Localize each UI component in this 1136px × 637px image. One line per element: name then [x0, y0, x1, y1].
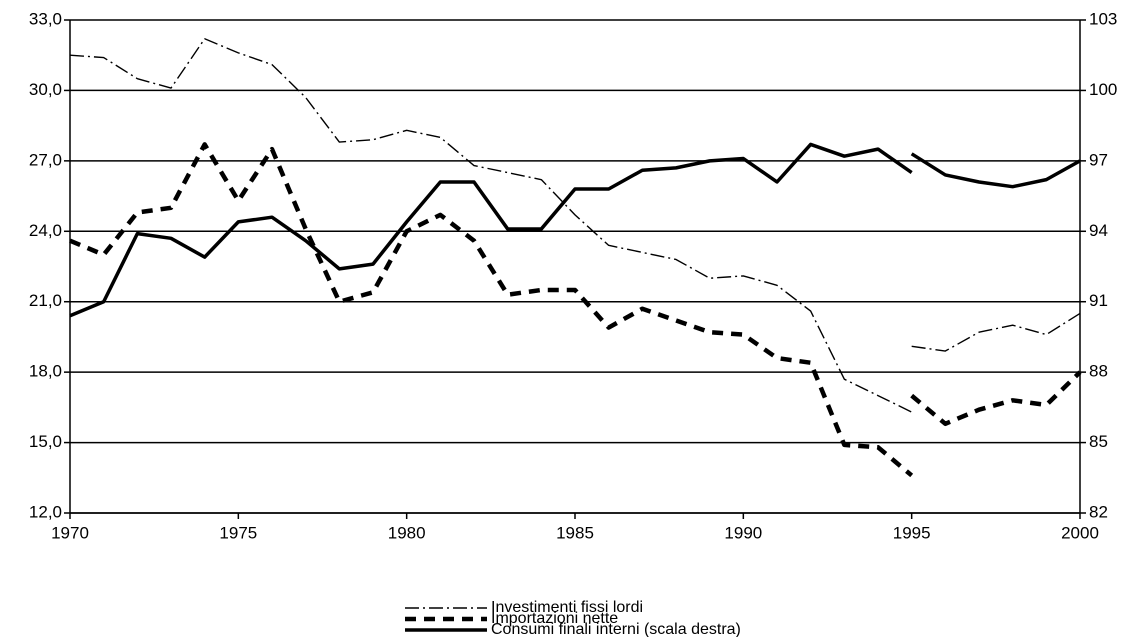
y2-tick-label: 85: [1089, 432, 1108, 451]
y-tick-label: 21,0: [29, 291, 62, 310]
y2-tick-label: 103: [1089, 9, 1117, 28]
y-tick-label: 12,0: [29, 502, 62, 521]
y2-tick-label: 88: [1089, 362, 1108, 381]
legend-label: Importazioni nette: [491, 610, 618, 627]
x-tick-label: 1995: [893, 523, 931, 542]
x-tick-label: 2000: [1061, 523, 1099, 542]
x-tick-label: 1980: [388, 523, 426, 542]
y2-tick-label: 91: [1089, 291, 1108, 310]
y2-tick-label: 94: [1089, 221, 1108, 240]
legend-label: Consumi finali interni (scala destra): [491, 621, 741, 637]
series-line: [69, 142, 1081, 318]
y-tick-label: 18,0: [29, 362, 62, 381]
x-tick-label: 1970: [51, 523, 89, 542]
x-tick-label: 1990: [724, 523, 762, 542]
x-tick-label: 1975: [219, 523, 257, 542]
legend-label: Investimenti fissi lordi: [491, 599, 643, 616]
y-tick-label: 15,0: [29, 432, 62, 451]
series-line: [69, 38, 1081, 413]
x-tick-label: 1985: [556, 523, 594, 542]
y2-tick-label: 100: [1089, 80, 1117, 99]
y-tick-label: 27,0: [29, 150, 62, 169]
y-tick-label: 24,0: [29, 221, 62, 240]
y-tick-label: 33,0: [29, 9, 62, 28]
y2-tick-label: 97: [1089, 150, 1108, 169]
y2-tick-label: 82: [1089, 502, 1108, 521]
y-tick-label: 30,0: [29, 80, 62, 99]
series-line: [69, 142, 1082, 478]
